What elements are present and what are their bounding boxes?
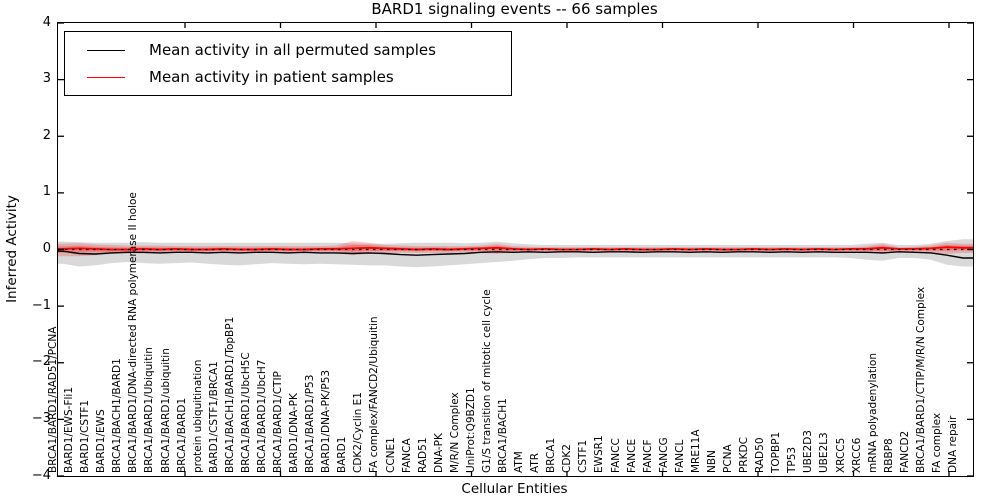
y-tick-label: −1 [31, 297, 51, 313]
y-tick-label: 1 [42, 184, 51, 200]
chart-title: BARD1 signaling events -- 66 samples [371, 0, 658, 18]
y-tick-label: −2 [31, 354, 51, 370]
legend-entry-patient: Mean activity in patient samples [65, 68, 511, 86]
legend-line-red [87, 76, 125, 78]
y-tick-label: 0 [42, 241, 51, 256]
y-tick-label: −3 [31, 410, 51, 426]
y-tick-label: 3 [42, 71, 51, 87]
chart-canvas [58, 23, 973, 476]
legend-label-patient: Mean activity in patient samples [149, 68, 394, 86]
legend-entry-permuted: Mean activity in all permuted samples [65, 41, 511, 59]
x-tick-label: BRCA1/BARD1/RAD51/PCNA [47, 326, 59, 473]
plot-area: BRCA1/BARD1/RAD51/PCNA BARD1/EWS-Fli1 BARD… [47, 22, 974, 477]
legend-line-black [87, 49, 125, 51]
y-tick-label: −4 [31, 467, 51, 483]
y-tick-label: 2 [42, 127, 51, 143]
legend: Mean activity in all permuted samples Me… [64, 31, 512, 96]
x-axis-label: Cellular Entities [461, 481, 568, 497]
y-tick-label: 4 [42, 14, 51, 30]
legend-label-permuted: Mean activity in all permuted samples [149, 41, 436, 59]
